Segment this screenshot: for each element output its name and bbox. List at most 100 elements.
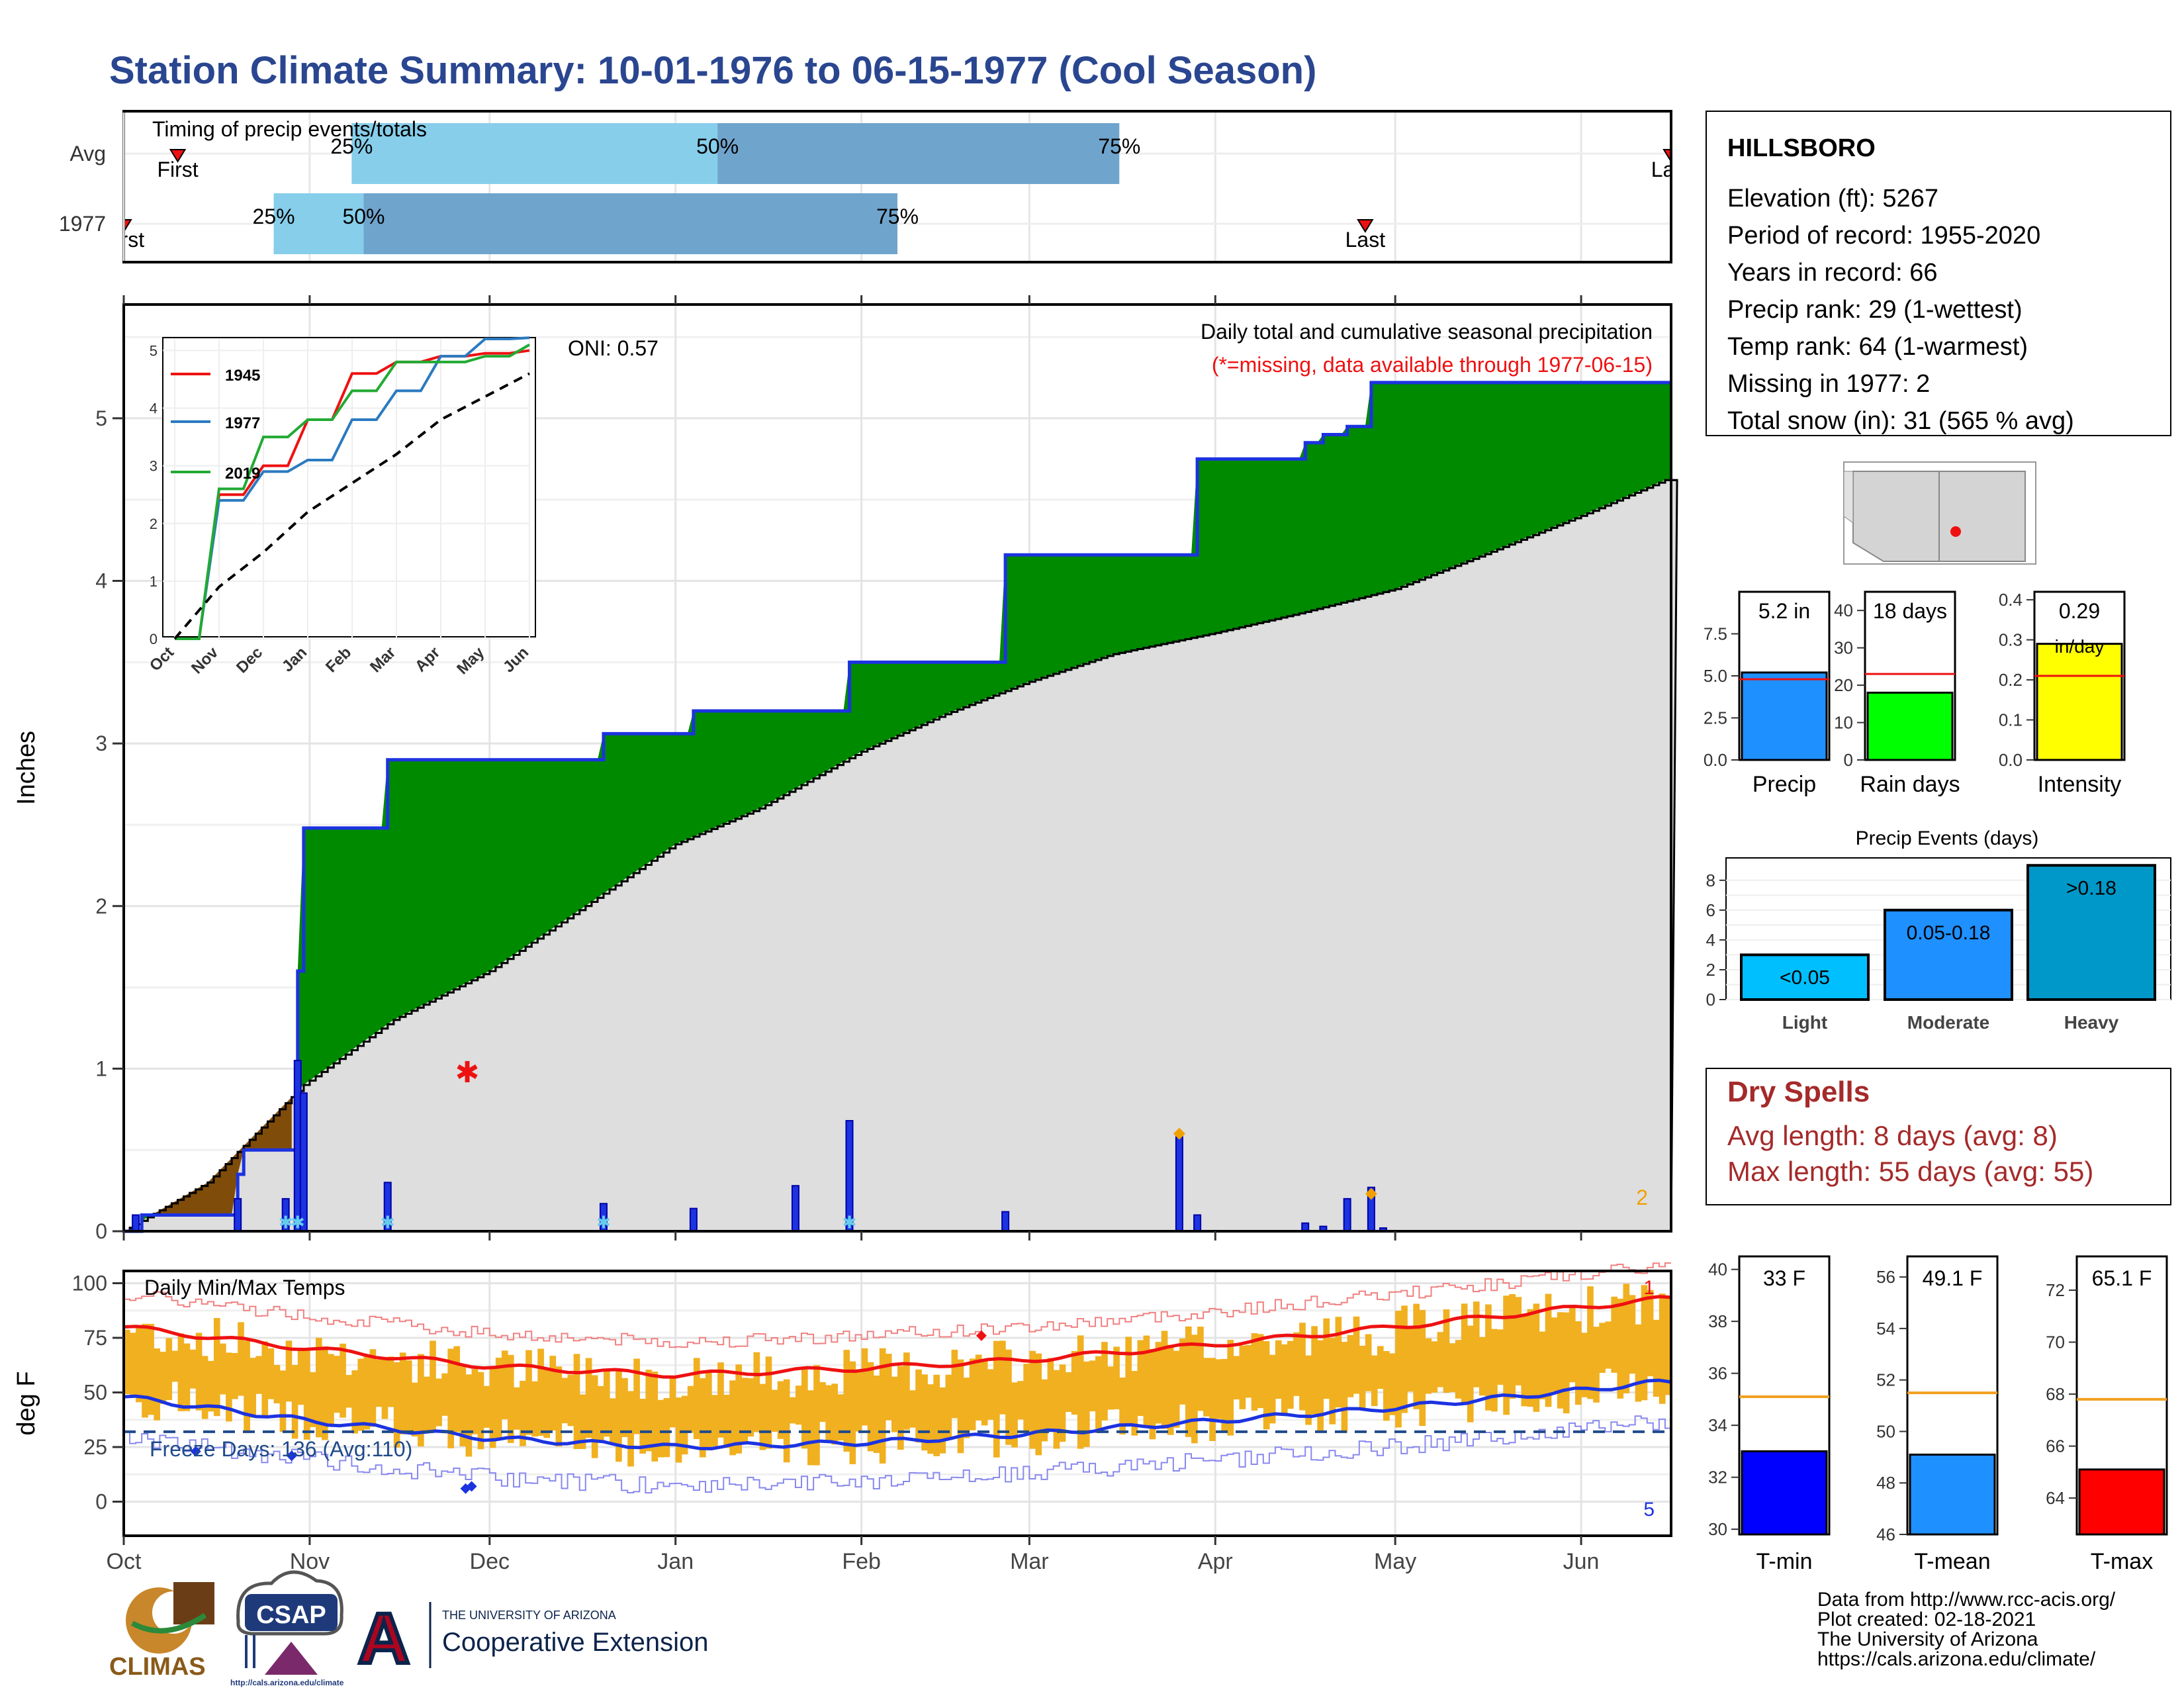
summary-ytick-label: 30 [1834, 638, 1853, 658]
legend-1945: 1945 [225, 367, 260, 385]
timing-last-label: Last [1651, 158, 1692, 181]
daily-precip-bar [689, 1207, 698, 1232]
daily-temp-bar [933, 1374, 940, 1456]
daily-temp-bar [1185, 1326, 1192, 1437]
daily-temp-bar [1623, 1284, 1630, 1393]
events-bar-label: >0.18 [2066, 877, 2116, 899]
summary-ytick-label: 0 [1844, 750, 1853, 770]
temp-summary-ytick-label: 38 [1708, 1311, 1727, 1331]
inset-series-line [175, 336, 530, 640]
daily-temp-bar [1029, 1350, 1036, 1449]
daily-temp-bar [921, 1374, 928, 1451]
daily-temp-bar [1461, 1303, 1468, 1403]
events-bar-moderate [1884, 908, 2013, 1002]
temp-extreme-marker [466, 1481, 477, 1492]
oni-label: ONI: 0.57 [568, 336, 659, 360]
daily-temp-bar [1617, 1298, 1624, 1399]
month-label: Jan [657, 1549, 694, 1574]
daily-temp-bar [879, 1348, 886, 1464]
daily-temp-bar [1467, 1325, 1474, 1423]
daily-temp-bar [1455, 1340, 1462, 1399]
daily-temp-bar [1509, 1293, 1516, 1399]
daily-temp-bar [1059, 1364, 1066, 1442]
daily-temp-bar [610, 1398, 616, 1445]
daily-temp-bar [1365, 1334, 1372, 1391]
precip-summary-bars: 5.2 in Precip 0.0 2.5 5.0 7.5 18 days Rain days… [1704, 590, 2126, 797]
daily-temp-bar [201, 1356, 208, 1419]
month-label: Dec [470, 1549, 510, 1574]
summary-unit-label: in/day [2055, 636, 2105, 657]
daily-temp-bar [591, 1375, 598, 1458]
daily-temp-bar [1041, 1379, 1048, 1442]
daily-temp-bar [525, 1350, 532, 1435]
daily-temp-bar [675, 1397, 682, 1463]
month-label: Oct [107, 1549, 142, 1574]
daily-temp-bar [130, 1333, 136, 1397]
daily-temp-bar [1575, 1321, 1582, 1405]
timing-first-label: First [103, 228, 144, 252]
credit-line-4: https://cals.arizona.edu/climate/ [1817, 1648, 2096, 1670]
inset-ytick-label: 3 [150, 458, 158, 475]
summary-ytick-label: 0.1 [1999, 710, 2023, 730]
daily-temp-bar [1005, 1349, 1012, 1445]
csap-logo: CSAP http://cals.arizona.edu/climate [230, 1570, 344, 1687]
daily-temp-bar [843, 1350, 850, 1452]
daily-temp-bar [567, 1374, 574, 1427]
credit-line-1: Data from http://www.rcc-acis.org/ [1817, 1589, 2116, 1611]
inset-series-line [175, 343, 531, 640]
daily-temp-bar [909, 1390, 916, 1428]
daily-temp-bar [1629, 1295, 1636, 1374]
timing-first-marker [169, 149, 187, 163]
temp-summary-bar-0 [1741, 1450, 1828, 1536]
daily-temp-bar [1173, 1350, 1180, 1428]
csap-wordmark: CSAP [256, 1601, 326, 1629]
climas-wordmark: CLIMAS [109, 1653, 206, 1681]
daily-temp-bar [1089, 1360, 1096, 1412]
daily-temp-bar [1407, 1326, 1414, 1392]
daily-temp-bar [501, 1350, 508, 1420]
daily-temp-bar [1101, 1342, 1108, 1421]
daily-temp-bar [897, 1366, 904, 1450]
daily-temp-bar [250, 1358, 256, 1418]
daily-temp-bar [381, 1358, 388, 1419]
timing-bar-50-75 [363, 193, 897, 254]
daily-temp-bar [405, 1360, 412, 1433]
daily-temp-bar [987, 1369, 994, 1420]
daily-temp-bar [633, 1358, 640, 1434]
precip-ytick-label: 3 [95, 731, 107, 755]
credit-line-3: The University of Arizona [1817, 1628, 2038, 1650]
missing-precip-count: 2 [1636, 1186, 1648, 1209]
daily-temp-bar [1221, 1358, 1228, 1432]
daily-temp-bar [1335, 1317, 1342, 1408]
avg-max-temp-line [123, 1295, 1672, 1379]
temp-summary-value: 65.1 F [2092, 1266, 2152, 1290]
daily-temp-bar [1071, 1350, 1078, 1415]
summary-ytick-label: 10 [1834, 713, 1853, 733]
daily-temp-bar [1113, 1346, 1120, 1409]
daily-temp-bar [244, 1340, 250, 1433]
ua-logo-letter: A [358, 1598, 410, 1678]
daily-precip-bar [132, 1214, 140, 1233]
daily-temp-bar [261, 1341, 269, 1417]
daily-temp-bar [693, 1358, 700, 1440]
daily-temp-bar [771, 1389, 778, 1432]
daily-temp-bar [945, 1374, 952, 1438]
month-label: May [1374, 1549, 1416, 1574]
timing-bar-25-50 [273, 193, 364, 254]
temp-summary-category: T-mean [1914, 1549, 1990, 1574]
daily-temp-bar [1473, 1301, 1480, 1387]
events-ytick-label: 8 [1706, 870, 1715, 890]
daily-temp-bar [1023, 1364, 1030, 1433]
summary-category-label: Intensity [2038, 772, 2122, 797]
temp-y-label: deg F [13, 1371, 40, 1435]
dry-spells-box: Dry Spells Avg length: 8 days (avg: 8) M… [1706, 1068, 2171, 1205]
events-ytick-label: 6 [1706, 900, 1715, 920]
daily-temp-bar [171, 1350, 179, 1382]
snow-marker: ✱ [381, 1213, 395, 1233]
daily-temp-bar [369, 1349, 377, 1427]
daily-temp-bar [819, 1382, 826, 1422]
daily-temp-bar [753, 1352, 760, 1432]
daily-temp-bar [375, 1359, 383, 1407]
daily-temp-bar [1521, 1315, 1528, 1407]
